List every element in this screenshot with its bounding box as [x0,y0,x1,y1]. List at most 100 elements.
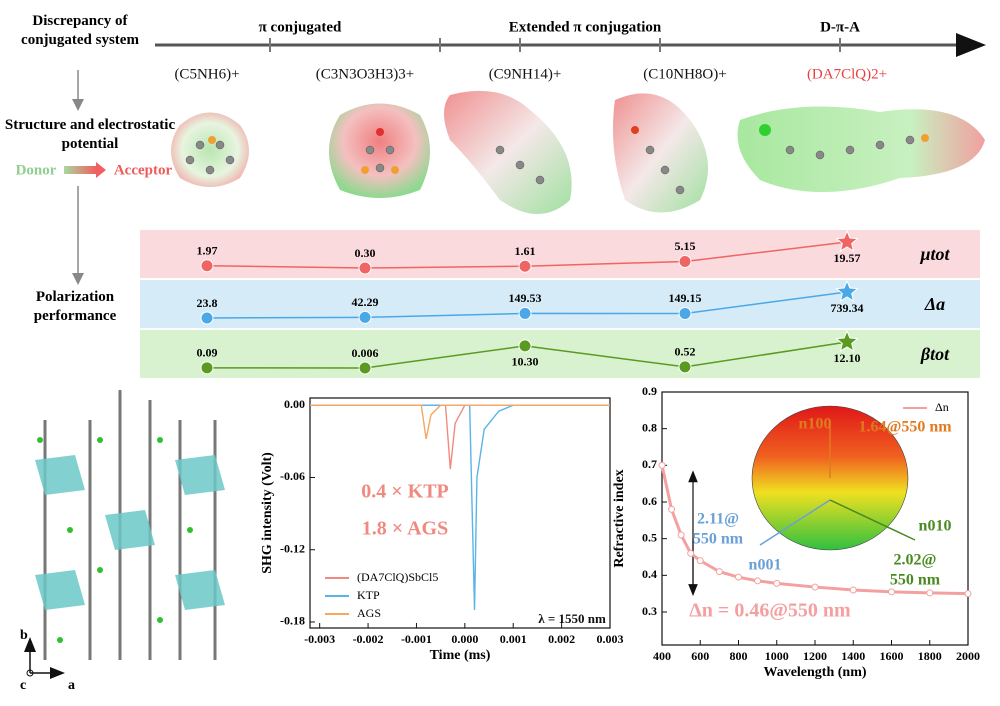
category-label: (C10NH8O)+ [643,66,726,82]
annotation: 0.4 × KTP [361,481,449,503]
dot-marker [678,360,692,374]
x-tick-label: 0.000 [451,632,478,646]
value-label: 149.15 [669,291,702,305]
star-marker [835,329,859,352]
donor-acceptor-arrow [64,166,96,174]
y-axis-label: SHG intensity (Volt) [260,452,275,574]
point-marker [677,531,685,539]
category-label: (C3N3O3H3)3+ [316,66,414,82]
dot-marker [358,261,372,275]
y-tick-label: 0.5 [642,530,657,544]
y-axis-label: Refractive index [612,469,627,567]
category-label: (C9NH14)+ [489,66,562,82]
point-marker [773,579,781,587]
y-tick-label: 0.9 [642,384,657,398]
x-tick-label: 400 [653,649,671,663]
point-marker [811,583,819,591]
x-tick-label: 0.001 [500,632,527,646]
dot-marker [200,311,214,325]
dot-marker [678,306,692,320]
annotation: 1.64@550 nm [858,419,952,436]
star-marker [835,229,859,252]
x-tick-label: -0.002 [353,632,384,646]
annotation: 2.11@ [697,511,739,528]
value-label: 1.97 [197,243,218,257]
annotation: 1.8 × AGS [362,518,448,540]
point-marker [754,577,762,585]
point-marker [926,589,934,597]
annotation: Δn = 0.46@550 nm [689,600,851,622]
value-label: 0.30 [355,246,376,260]
stage-label: D-π-A [820,19,860,35]
plot-frame [309,397,611,629]
y-tick-label: 0.00 [284,397,305,411]
y-tick-label: 0.8 [642,420,657,434]
point-marker [715,568,723,576]
y-tick-label: -0.12 [280,541,305,555]
dot-marker [678,254,692,268]
annotation: 2.02@ [894,552,937,569]
performance-label: Polarization performance [33,289,117,324]
x-tick-label: 1400 [841,649,865,663]
y-tick-label: 0.4 [642,567,657,581]
category-label: (DA7ClQ)2+ [807,66,887,82]
annotation: n100 [799,416,832,433]
annotation: λ = 1550 nm [538,611,606,626]
crystal-axis-label: c [20,678,26,693]
ellipsoid-axis [829,499,916,541]
value-label: 739.34 [831,301,864,315]
donor-acceptor-arrowhead [96,162,106,178]
dot-marker [518,339,532,353]
x-tick-label: 0.002 [548,632,575,646]
x-axis-label: Wavelength (nm) [763,665,866,680]
annotation: 550 nm [693,531,744,548]
annotation: n010 [919,518,952,535]
annotation: 550 nm [890,572,941,589]
value-label: 149.53 [509,291,542,305]
x-tick-label: 800 [730,649,748,663]
value-label: 23.8 [197,296,218,310]
donor-label: Donor [16,162,57,178]
dot-marker [518,259,532,273]
acceptor-label: Acceptor [114,162,173,178]
stage-label: π conjugated [259,19,342,35]
category-label: (C5NH6)+ [174,66,239,82]
legend-label: KTP [357,588,380,602]
y-tick-label: 0.6 [642,494,657,508]
point-marker [849,586,857,594]
x-tick-label: -0.003 [304,632,335,646]
x-tick-label: 1600 [880,649,904,663]
series-line [310,404,610,610]
series-line [310,404,610,440]
y-tick-label: -0.06 [280,469,305,483]
axis-title: Discrepancy of conjugated system [21,13,139,48]
star-marker [835,279,859,302]
value-label: 0.52 [675,345,696,359]
value-label: 10.30 [512,355,539,369]
point-marker [668,505,676,513]
y-tick-label: 0.7 [642,457,657,471]
dot-marker [358,310,372,324]
point-marker [964,590,972,598]
stage-label: Extended π conjugation [509,19,662,35]
legend-label: Δn [935,400,949,414]
value-label: 1.61 [515,244,536,258]
arrow-ticks [269,38,841,52]
value-label: 19.57 [834,251,861,265]
structure-label: Structure and electrostatic potential [4,117,176,152]
x-tick-label: 1800 [918,649,942,663]
x-tick-label: 0.003 [597,632,624,646]
value-label: 12.10 [834,351,861,365]
legend-label: (DA7ClQ)SbCl5 [357,570,438,584]
dot-marker [518,306,532,320]
x-tick-label: 1200 [803,649,827,663]
legend-label: AGS [357,606,381,620]
annotation: n001 [749,557,782,574]
value-label: 0.006 [352,346,379,360]
point-marker [735,573,742,581]
x-axis-label: Time (ms) [430,648,491,663]
crystal-axis-label: a [68,678,75,693]
dot-marker [200,259,214,273]
